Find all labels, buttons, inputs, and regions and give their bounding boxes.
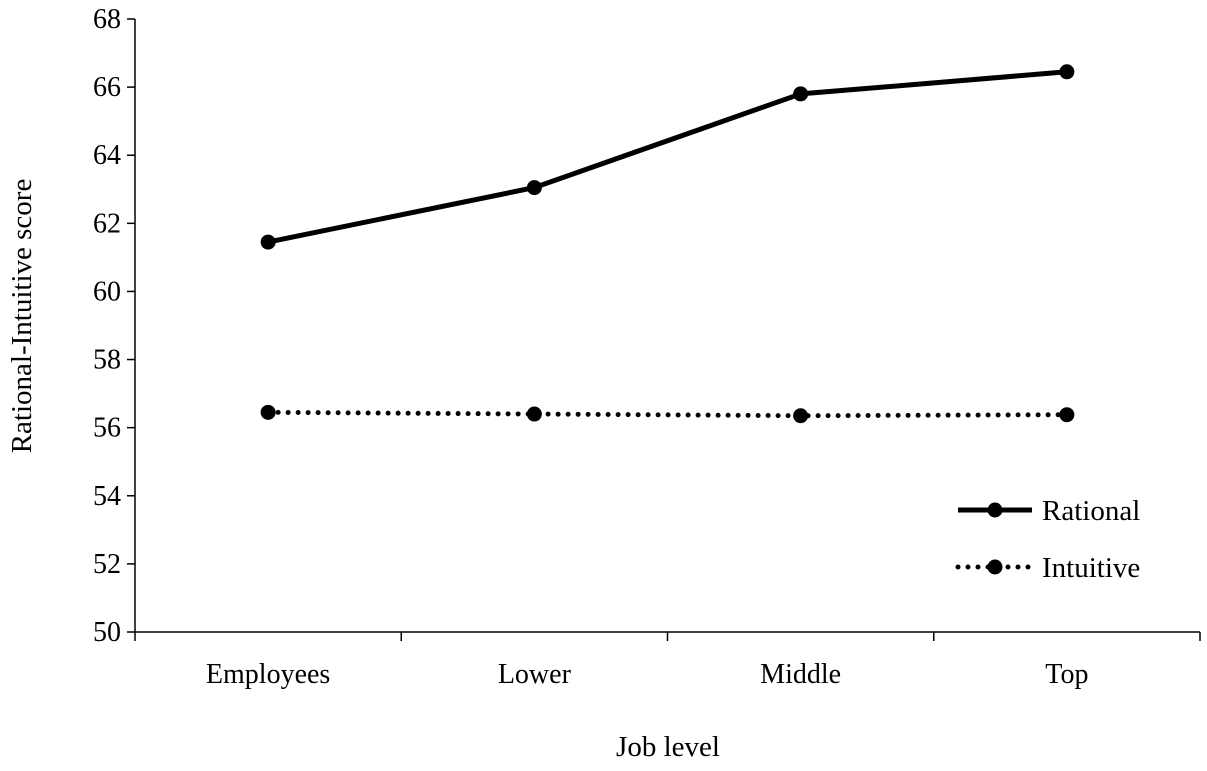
y-tick-label: 60	[93, 276, 121, 307]
y-tick-label: 54	[93, 481, 121, 512]
legend-label-rational: Rational	[1042, 495, 1140, 527]
y-tick-label: 58	[93, 345, 121, 376]
legend-label-intuitive: Intuitive	[1042, 552, 1140, 584]
y-tick-label: 56	[93, 413, 121, 444]
y-tick-label: 66	[93, 72, 121, 103]
legend-marker-rational	[987, 502, 1003, 518]
y-tick-label: 68	[93, 4, 121, 35]
data-point-rational	[526, 180, 542, 196]
x-axis: Employees Lower Middle Top	[134, 631, 1201, 690]
y-tick-label: 52	[93, 549, 121, 580]
y-tick-label: 50	[93, 617, 121, 648]
series-line-rational	[267, 69, 1068, 245]
series-layer	[260, 64, 1075, 424]
data-point-rational	[260, 234, 276, 250]
x-tick-label: Lower	[498, 659, 572, 690]
y-tick-label: 62	[93, 208, 121, 239]
data-point-intuitive	[260, 404, 276, 420]
y-axis-title: Rational-Intuitive score	[6, 179, 38, 454]
data-point-intuitive	[526, 406, 542, 422]
data-point-rational	[1059, 64, 1075, 80]
legend-marker-intuitive	[987, 559, 1003, 575]
data-point-rational	[793, 86, 809, 102]
legend: Rational Intuitive	[955, 495, 1140, 584]
x-axis-title: Job level	[616, 731, 720, 763]
data-point-intuitive	[1059, 407, 1075, 423]
data-point-intuitive	[793, 408, 809, 424]
x-tick-label: Top	[1045, 659, 1088, 690]
y-axis: 50 52 54 56 58 60 62 64 66 68	[93, 4, 136, 648]
x-tick-label: Employees	[206, 659, 330, 690]
y-tick-label: 64	[93, 140, 121, 171]
x-tick-label: Middle	[760, 659, 841, 690]
series-line-intuitive	[265, 409, 1070, 419]
